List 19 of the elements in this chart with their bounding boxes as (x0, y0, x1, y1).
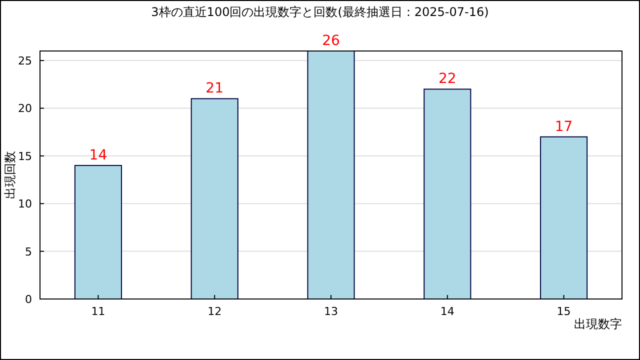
data-label: 22 (438, 71, 456, 88)
chart-title: 3枠の直近100回の出現数字と回数(最終抽選日：2025-07-16) (151, 5, 489, 19)
y-axis-title: 出現回数 (3, 151, 17, 199)
x-axis-title: 出現数字 (574, 317, 622, 331)
x-tick-label: 15 (556, 305, 571, 318)
y-tick-label: 10 (18, 198, 32, 211)
x-tick-label: 13 (324, 305, 338, 318)
y-tick-label: 20 (18, 102, 32, 116)
y-tick-label: 0 (25, 293, 32, 306)
data-label: 14 (89, 147, 108, 164)
y-tick-label: 25 (18, 54, 32, 68)
x-tick-label: 11 (91, 305, 106, 318)
x-tick-label: 14 (440, 305, 454, 318)
data-label: 26 (322, 33, 340, 49)
data-label: 17 (554, 118, 573, 135)
x-tick-label: 12 (208, 305, 222, 318)
y-tick-label: 15 (18, 150, 32, 163)
y-tick-label: 5 (25, 245, 32, 258)
data-label: 21 (206, 80, 224, 97)
